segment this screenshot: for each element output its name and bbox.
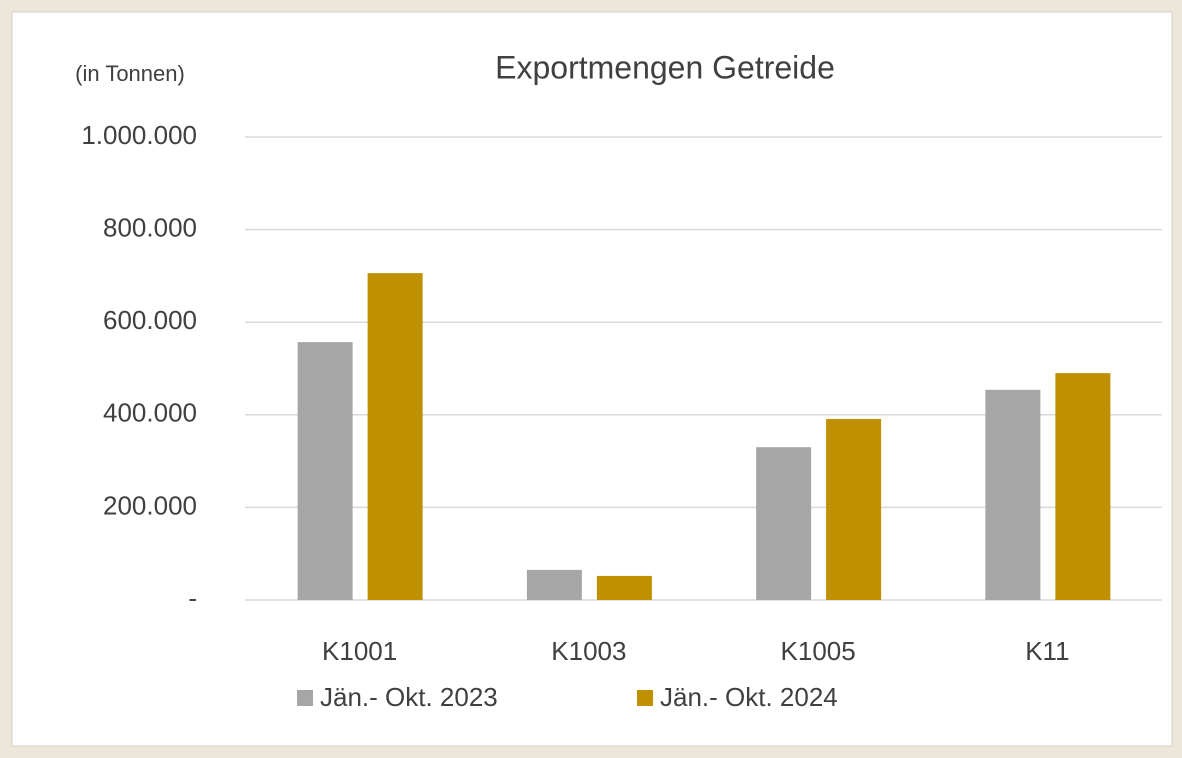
y-tick-label: 400.000 — [103, 398, 197, 428]
y-tick-label: 600.000 — [103, 305, 197, 335]
bar — [526, 569, 582, 600]
y-tick-label: - — [188, 583, 197, 613]
y-tick-label: 1.000.000 — [81, 120, 197, 150]
bar — [985, 389, 1041, 600]
bar — [1055, 373, 1111, 600]
legend-swatch — [297, 690, 313, 706]
x-tick-label: K1005 — [781, 636, 856, 666]
y-tick-label: 200.000 — [103, 490, 197, 520]
bar — [596, 575, 652, 600]
bar — [367, 273, 423, 600]
bar — [297, 342, 353, 600]
chart-title: Exportmengen Getreide — [495, 49, 835, 85]
x-tick-label: K11 — [1025, 636, 1069, 666]
legend-label: Jän.- Okt. 2023 — [320, 682, 498, 712]
x-tick-label: K1001 — [322, 636, 397, 666]
bar — [826, 418, 882, 600]
legend-label: Jän.- Okt. 2024 — [660, 682, 838, 712]
chart-panel — [11, 11, 1173, 747]
x-tick-label: K1003 — [551, 636, 626, 666]
y-axis-label: (in Tonnen) — [75, 61, 185, 86]
legend-swatch — [637, 690, 653, 706]
bar — [756, 447, 812, 600]
y-tick-label: 800.000 — [103, 212, 197, 242]
